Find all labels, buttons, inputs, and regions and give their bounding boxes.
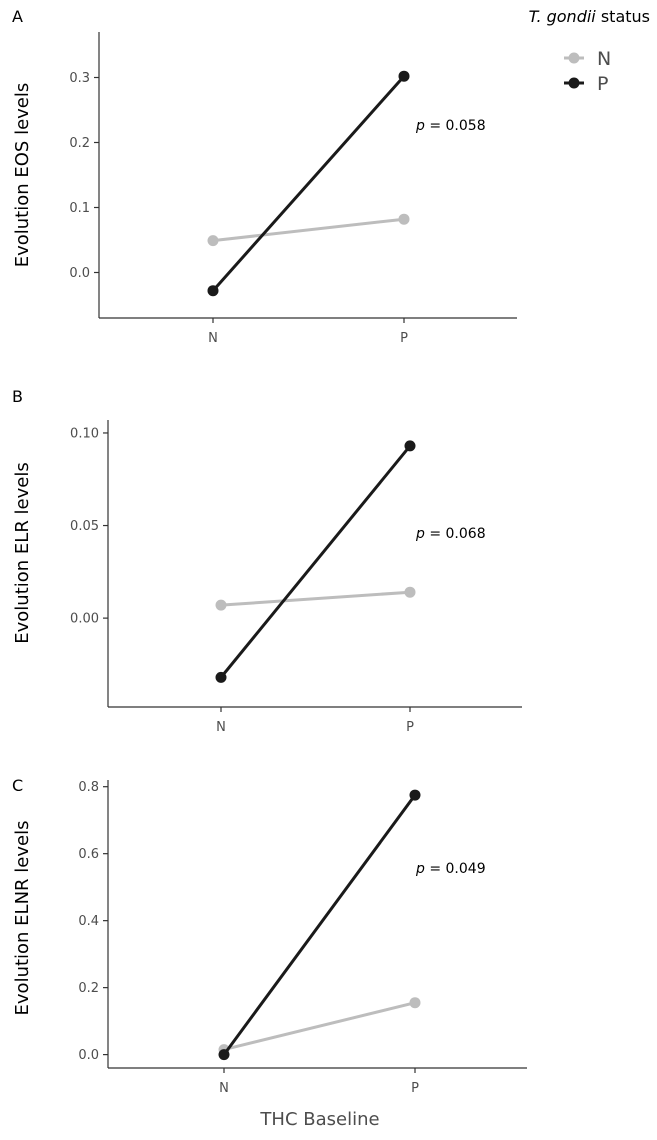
legend-title-rest: status bbox=[596, 7, 650, 26]
panel-letter-b: B bbox=[12, 387, 23, 406]
y-tick-label-c: 0.0 bbox=[78, 1048, 99, 1063]
legend-title-italic: T. gondii bbox=[529, 7, 597, 26]
x-tick-label-c: P bbox=[411, 1081, 419, 1096]
legend-label-n: N bbox=[597, 48, 611, 70]
y-axis-label-b: Evolution ELR levels bbox=[12, 462, 33, 643]
y-tick-label-c: 0.8 bbox=[78, 780, 99, 795]
y-tick-label-b: 0.10 bbox=[70, 426, 99, 441]
panel-letter-a: A bbox=[12, 7, 23, 26]
legend-entry-n: N bbox=[564, 48, 611, 70]
y-tick-label-a: 0.2 bbox=[69, 136, 90, 151]
data-point-n-p-c bbox=[409, 997, 421, 1009]
x-tick-label-c: N bbox=[219, 1081, 229, 1096]
series-line-p-a bbox=[211, 75, 406, 292]
p-text-a: = 0.058 bbox=[425, 118, 486, 134]
y-tick-label-a: 0.1 bbox=[69, 201, 90, 216]
data-point-p-n-c bbox=[218, 1049, 230, 1061]
y-tick-label-c: 0.2 bbox=[78, 981, 99, 996]
series-line-n-b bbox=[220, 590, 411, 607]
data-point-p-p-b bbox=[404, 440, 416, 452]
legend-swatch-dot-p bbox=[568, 77, 580, 89]
data-point-n-p-a bbox=[398, 213, 410, 225]
y-tick-label-b: 0.00 bbox=[70, 612, 99, 627]
legend: T. gondii status N P bbox=[529, 7, 650, 95]
legend-title: T. gondii status bbox=[529, 7, 650, 26]
panel-c: C Evolution ELNR levels p = 0.049 THC Ba… bbox=[12, 776, 527, 1130]
panel-letter-c: C bbox=[12, 776, 23, 795]
y-axis-label-c: Evolution ELNR levels bbox=[12, 821, 33, 1016]
series-line-p-c bbox=[222, 794, 417, 1056]
data-point-n-n-a bbox=[207, 235, 219, 247]
data-point-p-n-a bbox=[207, 285, 219, 297]
p-text-b: = 0.068 bbox=[425, 526, 486, 542]
x-axis-label: THC Baseline bbox=[259, 1109, 379, 1130]
p-symbol-c: p bbox=[415, 861, 425, 877]
data-point-p-p-c bbox=[409, 789, 421, 801]
data-point-p-p-a bbox=[398, 70, 410, 82]
p-text-c: = 0.049 bbox=[425, 861, 486, 877]
legend-entry-p: P bbox=[564, 73, 608, 95]
panel-b: B Evolution ELR levels p = 0.068 0.00 0.0… bbox=[12, 387, 522, 735]
panel-a: A Evolution EOS levels p = 0.058 0.0 0.1 0… bbox=[12, 7, 517, 346]
p-symbol-b: p bbox=[415, 526, 425, 542]
x-tick-label-b: N bbox=[216, 720, 226, 735]
p-symbol-a: p bbox=[415, 118, 425, 134]
y-tick-label-c: 0.6 bbox=[78, 847, 99, 862]
data-point-p-n-b bbox=[215, 671, 227, 683]
series-line-n-a bbox=[212, 217, 405, 243]
x-tick-label-b: P bbox=[406, 720, 414, 735]
y-tick-label-b: 0.05 bbox=[70, 519, 99, 534]
data-point-n-p-b bbox=[404, 586, 416, 598]
legend-swatch-dot-n bbox=[568, 52, 580, 64]
series-line-p-b bbox=[219, 444, 412, 679]
series-line-n-c bbox=[223, 1001, 416, 1052]
y-axis-label-a: Evolution EOS levels bbox=[12, 83, 33, 268]
x-tick-label-a: P bbox=[400, 331, 408, 346]
y-tick-label-a: 0.3 bbox=[69, 71, 90, 86]
p-value-annotation-c: p = 0.049 bbox=[415, 861, 486, 877]
p-value-annotation-b: p = 0.068 bbox=[415, 526, 486, 542]
p-value-annotation-a: p = 0.058 bbox=[415, 118, 486, 134]
x-tick-label-a: N bbox=[208, 331, 218, 346]
y-tick-label-c: 0.4 bbox=[78, 914, 99, 929]
y-tick-label-a: 0.0 bbox=[69, 266, 90, 281]
data-point-n-n-b bbox=[215, 599, 227, 611]
legend-label-p: P bbox=[597, 73, 608, 95]
